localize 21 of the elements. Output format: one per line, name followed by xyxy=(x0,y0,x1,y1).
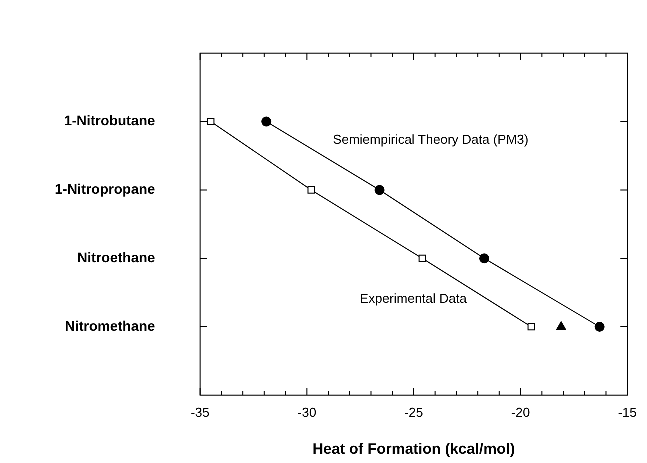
series-label: Experimental Data xyxy=(360,290,468,306)
x-tick-label: -30 xyxy=(298,404,317,420)
point xyxy=(207,118,215,126)
x-axis-title: Heat of Formation (kcal/mol) xyxy=(312,441,516,458)
y-tick-label: 1-Nitropropane xyxy=(54,181,156,198)
point xyxy=(556,322,566,330)
x-tick-label: -25 xyxy=(404,404,424,420)
x-tick-label: -35 xyxy=(190,404,210,420)
point xyxy=(374,185,385,196)
x-tick-label: -15 xyxy=(618,404,638,420)
point xyxy=(308,186,316,194)
point xyxy=(594,322,605,332)
series-label: Semiempirical Theory Data (PM3) xyxy=(333,132,529,147)
point xyxy=(479,254,490,264)
point xyxy=(528,323,536,331)
y-tick-label: Nitroethane xyxy=(78,249,156,266)
point xyxy=(418,254,426,262)
y-tick-label: 1-Nitrobutane xyxy=(64,112,156,129)
y-tick-label: Nitromethane xyxy=(65,318,156,334)
x-tick-label: -20 xyxy=(511,404,530,420)
point xyxy=(262,116,272,127)
